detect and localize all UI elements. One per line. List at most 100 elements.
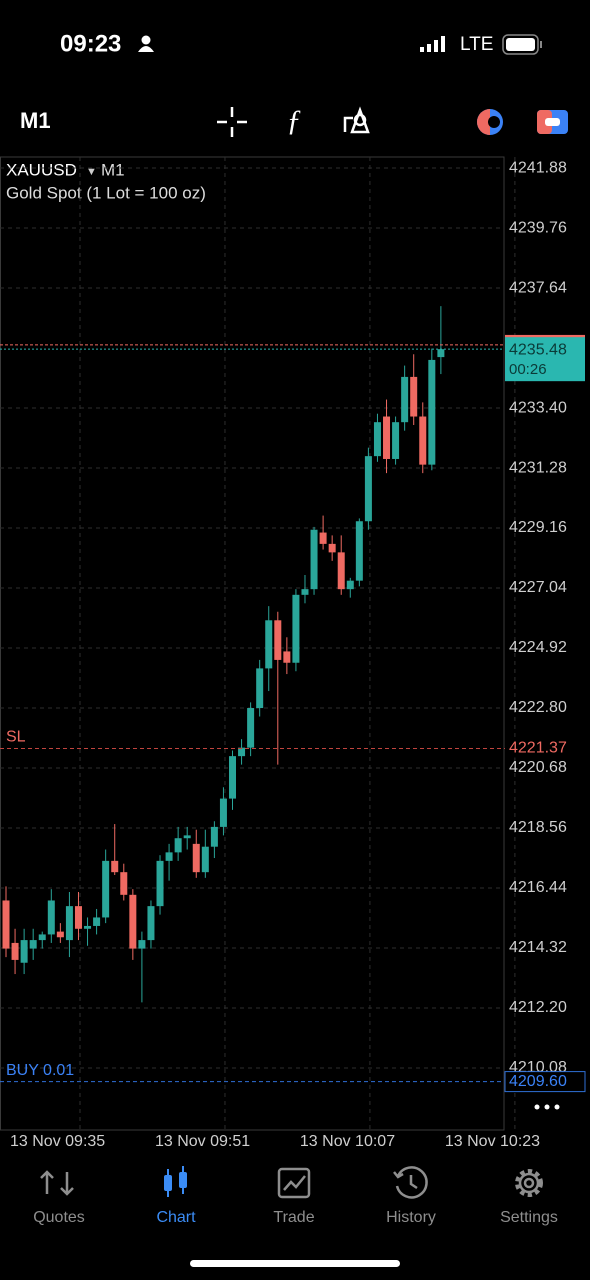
candle-body: [120, 872, 128, 895]
candle-body: [328, 543, 336, 553]
status-time: 09:23: [60, 30, 121, 57]
position-price: 4209.60: [509, 1073, 567, 1090]
chart-symbol: XAUUSD: [6, 160, 77, 179]
toolbar-timeframe[interactable]: M1: [20, 108, 51, 133]
home-indicator: [190, 1260, 400, 1267]
chart-description: Gold Spot (1 Lot = 100 oz): [6, 183, 206, 202]
network-label: LTE: [460, 34, 493, 55]
tab-icon[interactable]: [515, 1169, 543, 1197]
candle-body: [56, 931, 64, 938]
y-tick-label: 4237.64: [509, 279, 567, 296]
tab-label[interactable]: History: [386, 1209, 436, 1226]
position-label: BUY 0.01: [6, 1062, 74, 1079]
candle-body: [192, 843, 200, 873]
candle-body: [392, 422, 400, 459]
candle-body: [346, 580, 354, 590]
candle-body: [319, 532, 327, 544]
candle-body: [210, 826, 218, 847]
symbol-dropdown[interactable]: ▼: [86, 166, 97, 178]
plot-frame: [0, 156, 505, 1131]
objects-button[interactable]: [343, 106, 370, 134]
candle-body: [274, 620, 282, 660]
candle-body: [2, 900, 10, 949]
candle-body: [147, 906, 155, 941]
tab-icon[interactable]: [393, 1166, 428, 1199]
indicators-button[interactable]: ƒ: [287, 104, 302, 137]
candle-body: [183, 835, 191, 839]
candle-body: [84, 925, 92, 929]
candle-body: [129, 894, 137, 949]
candle-body: [47, 900, 55, 935]
y-tick-label: 4212.20: [509, 999, 567, 1016]
candle-body: [229, 756, 236, 799]
crosshair-button[interactable]: [217, 107, 247, 137]
sl-label: SL: [6, 729, 26, 746]
tab-icon[interactable]: [40, 1170, 74, 1196]
candle-body: [11, 942, 19, 960]
tab-label[interactable]: Settings: [500, 1209, 558, 1226]
sl-price: 4221.37: [509, 740, 567, 757]
tab-label[interactable]: Quotes: [33, 1209, 85, 1226]
candle-body: [156, 860, 164, 907]
y-tick-label: 4233.40: [509, 399, 567, 416]
signal-icon: [420, 36, 445, 52]
candle-body: [29, 940, 37, 949]
candle-body: [355, 521, 363, 581]
candle-body: [401, 376, 409, 423]
candle-body: [247, 708, 255, 748]
candle-body: [20, 940, 28, 963]
chart-timeframe: M1: [101, 160, 125, 179]
candle-body: [437, 349, 445, 358]
y-tick-label: 4216.44: [509, 879, 567, 896]
y-tick-label: 4239.76: [509, 219, 567, 236]
x-tick-label: 13 Nov 09:51: [155, 1133, 250, 1150]
x-tick-label: 13 Nov 10:23: [445, 1133, 540, 1150]
battery-icon: [502, 34, 542, 55]
sl-price-bg: [505, 739, 585, 758]
candle-body: [310, 529, 318, 590]
candle-body: [410, 376, 418, 417]
tab-icon[interactable]: [164, 1166, 187, 1197]
x-tick-label: 13 Nov 10:07: [300, 1133, 395, 1150]
tab-bar: Quotes Chart Trade History Settings: [33, 1166, 558, 1226]
candle-body: [93, 917, 101, 926]
position-price-box: [504, 1071, 586, 1093]
candle-body: [256, 668, 264, 709]
user-icon: [138, 35, 154, 52]
candle-body: [74, 906, 82, 929]
candle-body: [65, 906, 73, 941]
y-tick-label: 4214.32: [509, 939, 567, 956]
candle-body: [419, 416, 427, 465]
x-tick-label: 13 Nov 09:35: [10, 1133, 105, 1150]
y-tick-label: 4227.04: [509, 579, 567, 596]
tab-label[interactable]: Chart: [156, 1209, 196, 1226]
grid: [0, 157, 516, 1130]
candle-body: [283, 651, 291, 663]
y-tick-label: 4229.16: [509, 519, 567, 536]
candle-body: [174, 838, 182, 853]
tab-icon[interactable]: [277, 1167, 311, 1199]
bid-label-box: [505, 337, 585, 382]
tab-label[interactable]: Trade: [273, 1209, 314, 1226]
account-button[interactable]: [477, 109, 503, 135]
candle-body: [165, 852, 173, 861]
candle-body: [373, 422, 381, 457]
y-tick-label: 4222.80: [509, 699, 567, 716]
trade-button[interactable]: [537, 110, 568, 134]
candle-body: [138, 940, 146, 949]
candle-body: [383, 416, 391, 459]
candle-body: [364, 456, 372, 522]
candle-body: [428, 359, 436, 465]
candle-body: [219, 798, 227, 827]
y-tick-label: 4220.68: [509, 759, 567, 776]
candle-body: [337, 552, 345, 590]
candle-body: [301, 589, 309, 595]
candle-body: [38, 934, 46, 941]
more-button[interactable]: [534, 1104, 560, 1110]
y-tick-label: 4241.88: [509, 159, 567, 176]
y-tick-label: 4218.56: [509, 819, 567, 836]
y-tick-label: 4231.28: [509, 459, 567, 476]
countdown-label: 00:26: [509, 361, 547, 378]
bid-label: 4235.48: [509, 341, 567, 358]
